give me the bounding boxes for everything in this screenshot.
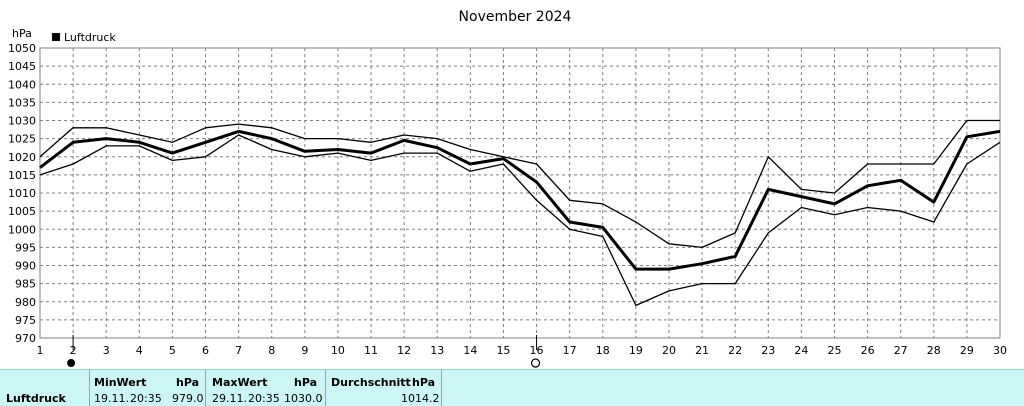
x-tick-label: 6 (202, 344, 209, 357)
x-tick-label: 26 (861, 344, 875, 357)
x-tick-label: 29 (960, 344, 974, 357)
y-tick-label: 1035 (8, 96, 36, 109)
max-value-cell: MaxWert hPa 29.11. 20:35 1030.0 (206, 370, 326, 406)
max-unit: hPa (294, 376, 318, 389)
x-tick-label: 15 (496, 344, 510, 357)
y-tick-label: 1010 (8, 187, 36, 200)
y-axis-unit: hPa (12, 27, 32, 40)
x-tick-label: 25 (827, 344, 841, 357)
y-tick-label: 985 (15, 278, 36, 291)
max-date: 29.11. (212, 392, 247, 405)
min-date: 19.11. (94, 392, 129, 405)
legend-label: Luftdruck (64, 31, 116, 44)
stats-row-label-cell: Luftdruck (0, 370, 90, 406)
full-moon-icon (67, 359, 76, 367)
x-tick-label: 8 (268, 344, 275, 357)
x-tick-label: 16 (530, 344, 544, 357)
stats-panel: Luftdruck MinWert hPa 19.11. 20:35 979.0… (0, 369, 1024, 406)
x-tick-label: 17 (563, 344, 577, 357)
x-tick-label: 7 (235, 344, 242, 357)
max-value: 1030.0 (284, 392, 323, 405)
min-header: MinWert (94, 376, 147, 389)
y-tick-label: 970 (15, 332, 36, 345)
min-time: 20:35 (130, 392, 162, 405)
series-line-max (39, 119, 1000, 249)
y-tick-label: 1030 (8, 115, 36, 128)
x-tick-label: 23 (761, 344, 775, 357)
x-tick-label: 10 (331, 344, 345, 357)
min-value-cell: MinWert hPa 19.11. 20:35 979.0 (90, 370, 206, 406)
chart-title: November 2024 (459, 9, 572, 25)
x-tick-label: 14 (463, 344, 477, 357)
min-value: 979.0 (172, 392, 204, 405)
x-tick-label: 13 (430, 344, 444, 357)
x-tick-label: 2 (70, 344, 77, 357)
pressure-chart: 9709759809859909951000100510101015102010… (8, 9, 1007, 368)
max-header: MaxWert (212, 376, 268, 389)
series-line-mean (39, 129, 1001, 271)
y-tick-label: 1020 (8, 151, 36, 164)
x-tick-label: 20 (662, 344, 676, 357)
min-unit: hPa (176, 376, 200, 389)
y-tick-label: 1045 (8, 60, 36, 73)
avg-header: Durchschnitt (331, 376, 411, 389)
stats-row-label: Luftdruck (6, 392, 66, 405)
y-tick-label: 1025 (8, 133, 36, 146)
avg-value: 1014.2 (401, 392, 440, 405)
x-tick-label: 4 (136, 344, 143, 357)
x-tick-label: 5 (169, 344, 176, 357)
y-tick-label: 1015 (8, 169, 36, 182)
x-tick-label: 19 (629, 344, 643, 357)
y-tick-label: 1040 (8, 78, 36, 91)
plot-frame (39, 47, 1001, 339)
x-tick-label: 21 (695, 344, 709, 357)
x-tick-label: 11 (364, 344, 378, 357)
x-tick-label: 24 (794, 344, 808, 357)
y-tick-label: 995 (15, 241, 36, 254)
x-tick-label: 27 (894, 344, 908, 357)
x-tick-label: 18 (596, 344, 610, 357)
y-tick-label: 1050 (8, 42, 36, 55)
avg-value-cell: Durchschnitt hPa 1014.2 (326, 370, 442, 406)
x-tick-label: 28 (927, 344, 941, 357)
x-tick-label: 9 (301, 344, 308, 357)
y-tick-label: 1005 (8, 205, 36, 218)
x-tick-label: 1 (37, 344, 44, 357)
legend-swatch (52, 33, 60, 41)
x-tick-label: 12 (397, 344, 411, 357)
y-tick-label: 1000 (8, 223, 36, 236)
y-tick-label: 975 (15, 314, 36, 327)
x-tick-label: 22 (728, 344, 742, 357)
new-moon-icon (530, 358, 541, 368)
avg-unit: hPa (412, 376, 436, 389)
y-tick-label: 980 (15, 296, 36, 309)
series-line-min (39, 134, 1001, 307)
x-tick-label: 30 (993, 344, 1007, 357)
x-tick-label: 3 (103, 344, 110, 357)
max-time: 20:35 (248, 392, 280, 405)
y-tick-label: 990 (15, 260, 36, 273)
